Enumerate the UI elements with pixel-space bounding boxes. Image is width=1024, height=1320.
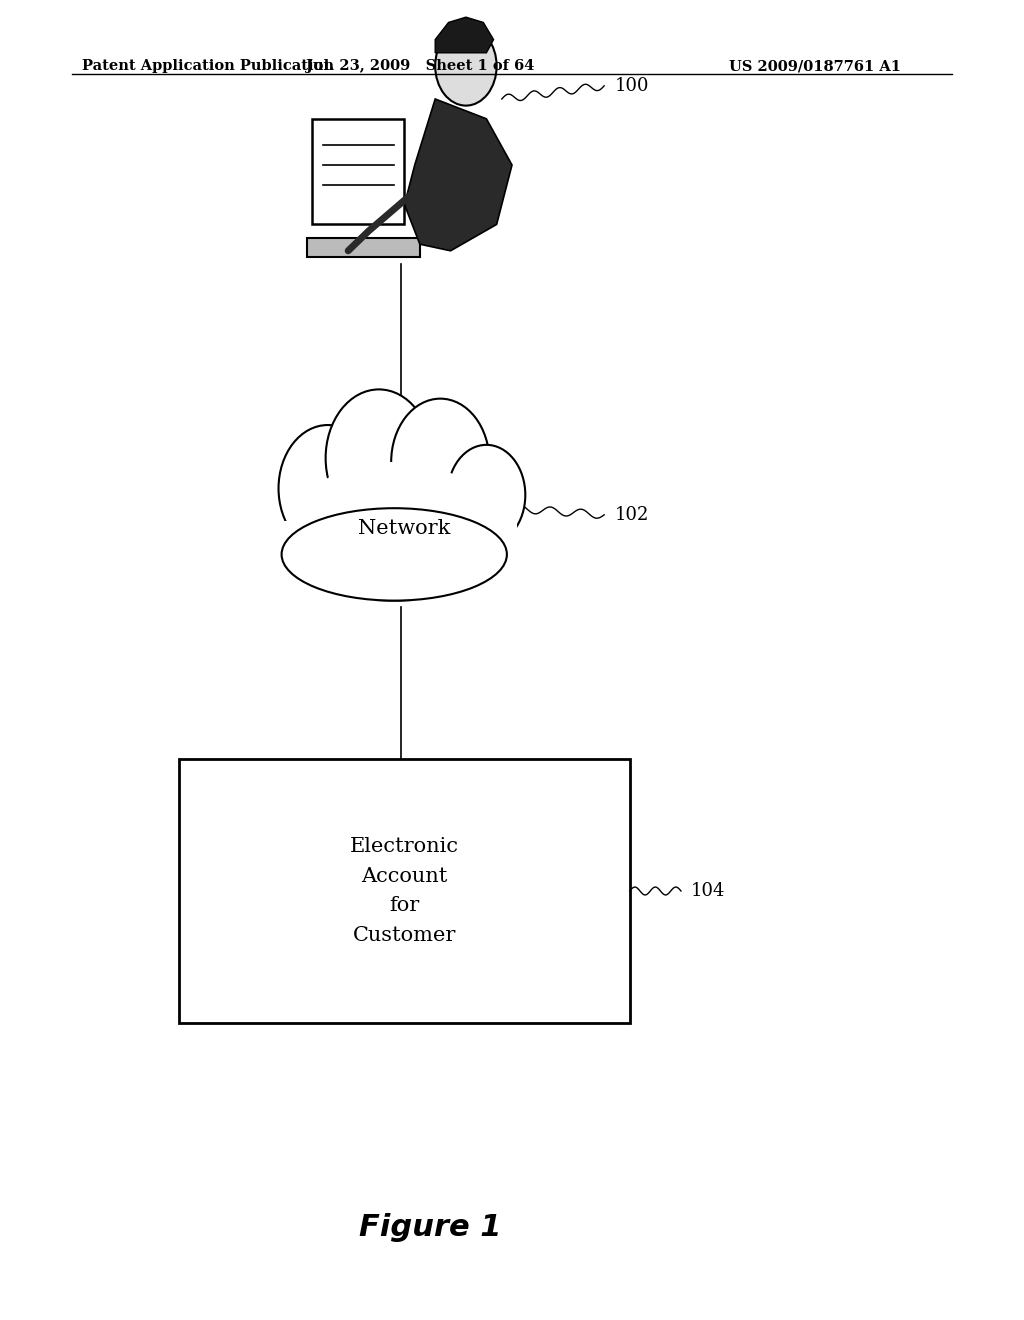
- Polygon shape: [404, 99, 512, 251]
- Text: Figure 1: Figure 1: [358, 1213, 502, 1242]
- Text: US 2009/0187761 A1: US 2009/0187761 A1: [729, 59, 901, 74]
- Circle shape: [447, 445, 525, 545]
- Text: 104: 104: [691, 882, 726, 900]
- Bar: [179, 759, 630, 1023]
- Circle shape: [391, 399, 489, 525]
- Circle shape: [326, 389, 432, 527]
- Ellipse shape: [292, 525, 497, 598]
- Text: 102: 102: [614, 506, 649, 524]
- Circle shape: [435, 26, 497, 106]
- Polygon shape: [312, 119, 404, 224]
- Polygon shape: [435, 17, 494, 53]
- Bar: [271, 521, 517, 601]
- Ellipse shape: [297, 462, 492, 581]
- Polygon shape: [307, 238, 420, 257]
- Ellipse shape: [282, 495, 507, 601]
- Text: Patent Application Publication: Patent Application Publication: [82, 59, 334, 74]
- Text: Electronic
Account
for
Customer: Electronic Account for Customer: [350, 837, 459, 945]
- Circle shape: [279, 425, 377, 552]
- Text: 100: 100: [614, 77, 649, 95]
- Text: Jul. 23, 2009   Sheet 1 of 64: Jul. 23, 2009 Sheet 1 of 64: [305, 59, 535, 74]
- Text: Network: Network: [358, 519, 451, 537]
